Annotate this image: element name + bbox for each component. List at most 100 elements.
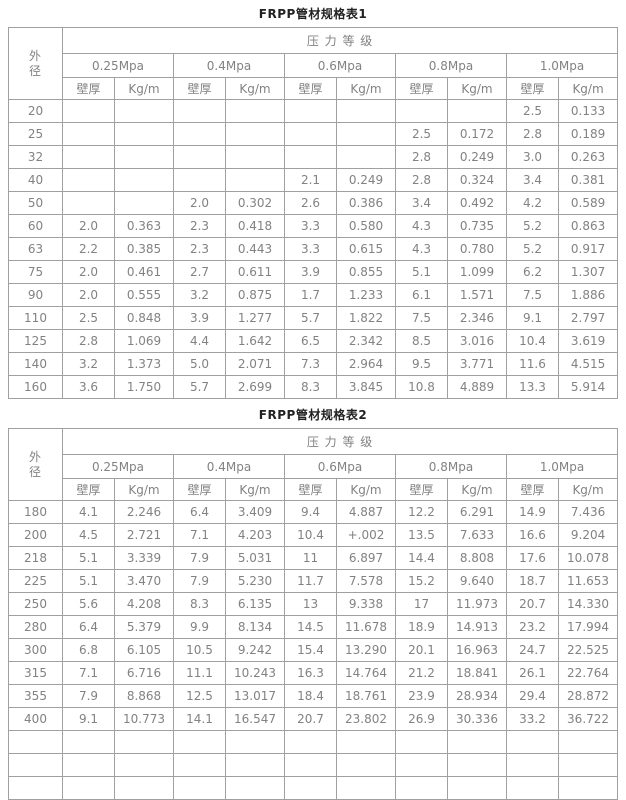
value-cell: 0.133 [557, 99, 619, 123]
outer-diameter-label: 外径 [29, 48, 42, 78]
wall-thickness-header: 壁厚 [395, 77, 448, 100]
value-cell: 7.9 [173, 546, 226, 570]
value-cell [114, 99, 174, 123]
value-cell: 15.4 [284, 638, 337, 662]
value-cell: 10.4 [506, 329, 559, 353]
value-cell: 26.9 [395, 707, 448, 731]
value-cell: 3.2 [173, 283, 226, 307]
value-cell: 3.2 [62, 352, 115, 376]
value-cell: 11.678 [336, 615, 396, 639]
header-row-units: 壁厚 Kg/m 壁厚 Kg/m 壁厚 Kg/m 壁厚 Kg/m 壁厚 Kg/m [9, 77, 619, 100]
pressure-level-header: 0.4Mpa [173, 454, 285, 479]
pressure-level-header: 0.6Mpa [284, 53, 396, 78]
value-cell: 5.1 [62, 546, 115, 570]
value-cell: 2.0 [62, 283, 115, 307]
value-cell: 9.242 [225, 638, 285, 662]
table-row: 75 2.0 0.461 2.7 0.611 3.9 0.855 5.1 1.099 6.2 1.3… [8, 260, 619, 284]
value-cell [506, 776, 559, 800]
value-cell: 13.290 [336, 638, 396, 662]
value-cell: 2.071 [225, 352, 285, 376]
value-cell: 18.761 [336, 684, 396, 708]
value-cell: 0.589 [557, 191, 619, 215]
value-cell: 28.872 [557, 684, 619, 708]
od-cell: 40 [8, 168, 63, 192]
value-cell: 0.461 [114, 260, 174, 284]
value-cell [62, 191, 115, 215]
value-cell [173, 753, 226, 777]
value-cell: 4.5 [62, 523, 115, 547]
value-cell: 9.4 [284, 500, 337, 524]
pressure-level-header: 1.0Mpa [505, 53, 619, 78]
value-cell: 3.409 [225, 500, 285, 524]
od-cell: 125 [8, 329, 63, 353]
value-cell: 22.764 [557, 661, 619, 685]
value-cell [447, 99, 507, 123]
table1-section: FRPP管材规格表1 外径压 力 等 级 0.25Mpa 0.4Mpa 0.6Mpa 0… [8, 3, 619, 399]
value-cell [447, 730, 507, 754]
value-cell [173, 122, 226, 146]
value-cell: 18.9 [395, 615, 448, 639]
table-row: 200 4.5 2.721 7.1 4.203 10.4 +.002 13.5 7.633 16.… [8, 523, 619, 547]
value-cell: 16.963 [447, 638, 507, 662]
value-cell: 6.4 [62, 615, 115, 639]
value-cell [506, 730, 559, 754]
value-cell: 5.7 [284, 306, 337, 330]
value-cell: 3.0 [506, 145, 559, 169]
pressure-level-header: 0.6Mpa [284, 454, 396, 479]
value-cell: 0.385 [114, 237, 174, 261]
value-cell [225, 168, 285, 192]
value-cell: 4.3 [395, 214, 448, 238]
od-cell: 218 [8, 546, 63, 570]
value-cell [62, 730, 115, 754]
od-cell: 225 [8, 569, 63, 593]
value-cell: 5.7 [173, 375, 226, 399]
od-cell: 75 [8, 260, 63, 284]
od-cell: 400 [8, 707, 63, 731]
kg-per-m-header: Kg/m [114, 77, 174, 100]
value-cell [173, 730, 226, 754]
value-cell: 2.346 [447, 306, 507, 330]
value-cell: 2.8 [395, 168, 448, 192]
value-cell: 12.5 [173, 684, 226, 708]
value-cell: 14.764 [336, 661, 396, 685]
value-cell: 1.373 [114, 352, 174, 376]
value-cell: 3.6 [62, 375, 115, 399]
wall-thickness-header: 壁厚 [173, 478, 226, 501]
value-cell: 14.4 [395, 546, 448, 570]
value-cell: 11.6 [506, 352, 559, 376]
kg-per-m-header: Kg/m [336, 77, 396, 100]
value-cell: 2.5 [506, 99, 559, 123]
value-cell: 4.3 [395, 237, 448, 261]
value-cell: 14.9 [506, 500, 559, 524]
table1-title: FRPP管材规格表1 [258, 7, 368, 21]
outer-diameter-header: 外径 [8, 428, 63, 501]
value-cell: 2.0 [173, 191, 226, 215]
value-cell: 3.4 [506, 168, 559, 192]
value-cell: 0.443 [225, 237, 285, 261]
value-cell: 14.913 [447, 615, 507, 639]
od-cell: 90 [8, 283, 63, 307]
pressure-grade-header: 压 力 等 级 [61, 428, 619, 455]
value-cell [114, 776, 174, 800]
header-row-units: 壁厚 Kg/m 壁厚 Kg/m 壁厚 Kg/m 壁厚 Kg/m 壁厚 Kg/m [9, 478, 619, 501]
pressure-level-header: 0.8Mpa [395, 53, 507, 78]
spec-table-1: 外径压 力 等 级 0.25Mpa 0.4Mpa 0.6Mpa 0.8Mpa 1.0Mpa… [8, 27, 619, 399]
wall-thickness-header: 壁厚 [173, 77, 226, 100]
wall-thickness-header: 壁厚 [506, 77, 559, 100]
value-cell: 2.964 [336, 352, 396, 376]
od-cell [8, 730, 63, 754]
value-cell: 2.0 [62, 260, 115, 284]
value-cell: 16.6 [506, 523, 559, 547]
table-row: 160 3.6 1.750 5.7 2.699 8.3 3.845 10.8 4.889 13.3… [8, 375, 619, 399]
value-cell: 9.9 [173, 615, 226, 639]
table-row: 63 2.2 0.385 2.3 0.443 3.3 0.615 4.3 0.780 5.2 0.9… [8, 237, 619, 261]
value-cell: 23.802 [336, 707, 396, 731]
value-cell [62, 122, 115, 146]
value-cell: 11.7 [284, 569, 337, 593]
value-cell: 23.2 [506, 615, 559, 639]
value-cell [62, 776, 115, 800]
value-cell: 4.208 [114, 592, 174, 616]
value-cell: 0.492 [447, 191, 507, 215]
value-cell [336, 145, 396, 169]
value-cell: 2.8 [506, 122, 559, 146]
